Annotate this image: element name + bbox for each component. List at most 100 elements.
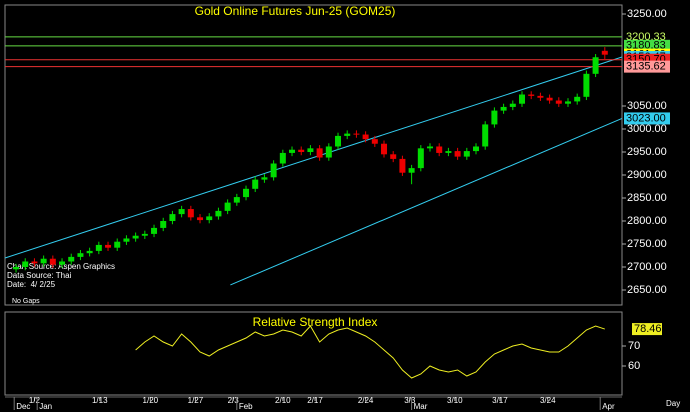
candle-body xyxy=(417,148,424,169)
candle-body xyxy=(59,261,66,265)
candle-body xyxy=(528,94,535,96)
candle-body xyxy=(261,177,268,180)
price-label-box xyxy=(624,60,670,73)
candle-body xyxy=(445,151,452,153)
candle-body xyxy=(427,146,434,149)
candle-body xyxy=(454,151,461,157)
candle-body xyxy=(362,134,369,140)
y-tick-label: 2750.00 xyxy=(627,238,667,250)
candle-body xyxy=(215,210,222,217)
month-label: Mar xyxy=(414,402,428,411)
x-tick-label: 1/27 xyxy=(188,396,204,405)
price-label: 3200.33 xyxy=(626,31,666,43)
candle-body xyxy=(574,96,581,102)
candle-body xyxy=(344,133,351,136)
candle-body xyxy=(77,253,84,257)
candle-body xyxy=(114,241,121,248)
candle-body xyxy=(270,163,277,178)
candle-body xyxy=(381,143,388,155)
month-label: Apr xyxy=(602,402,615,411)
candle-body xyxy=(252,179,259,189)
footnote: No Gaps xyxy=(12,298,40,305)
x-tick-label: 3/3 xyxy=(404,396,416,405)
candle-body xyxy=(537,95,544,98)
y-tick-label: 2800.00 xyxy=(627,215,667,227)
candle-body xyxy=(307,148,314,153)
candle-body xyxy=(555,100,562,104)
candle-body xyxy=(40,258,47,264)
candle-body xyxy=(316,148,323,158)
rsi-line xyxy=(135,325,605,379)
note: Data Source: Thai xyxy=(7,271,72,280)
y-tick-label: 2650.00 xyxy=(627,284,667,296)
x-tick-label: 1/13 xyxy=(92,396,108,405)
month-label: Dec xyxy=(16,402,30,411)
candle-body xyxy=(583,73,590,97)
candle-body xyxy=(141,233,148,236)
candle-body xyxy=(491,110,498,125)
y-tick-label: 2900.00 xyxy=(627,169,667,181)
candle-body xyxy=(408,168,415,173)
rsi-label-box xyxy=(632,323,662,336)
y-tick-label: 2850.00 xyxy=(627,192,667,204)
x-tick-label: 2/24 xyxy=(358,396,374,405)
candle-body xyxy=(436,146,443,153)
candle-body xyxy=(22,261,29,268)
candle-body xyxy=(335,135,342,147)
channel-line xyxy=(4,56,623,259)
price-panel xyxy=(4,4,623,306)
candle-body xyxy=(95,244,102,251)
price-label: 3135.62 xyxy=(626,61,666,73)
candle-body xyxy=(463,151,470,157)
y-tick-label: 60 xyxy=(628,360,640,372)
y-tick-label: 2700.00 xyxy=(627,261,667,273)
candle-body xyxy=(68,256,75,262)
x-tick-label: 1/20 xyxy=(143,396,159,405)
channel-line xyxy=(230,117,623,286)
y-tick-label: 3000.00 xyxy=(627,123,667,135)
candle-body xyxy=(86,250,93,254)
candle-body xyxy=(151,227,158,234)
candle-body xyxy=(399,158,406,173)
candle-body xyxy=(31,261,38,264)
candle-body xyxy=(123,238,130,242)
candle-body xyxy=(473,146,480,152)
candle-body xyxy=(546,97,553,101)
candle-body xyxy=(564,101,571,104)
candle-body xyxy=(243,188,250,198)
note: Chart Source: Aspen Graphics xyxy=(7,262,115,271)
candle-body xyxy=(224,202,231,211)
candle-body xyxy=(197,217,204,221)
price-label: 3023.00 xyxy=(626,112,666,124)
candle-body xyxy=(160,221,167,228)
x-tick-label: 1/2 xyxy=(29,396,41,405)
candle-body xyxy=(592,57,599,74)
rsi-panel xyxy=(4,311,623,396)
candle-body xyxy=(500,106,507,111)
candle-body xyxy=(519,94,526,104)
candle-body xyxy=(187,209,194,218)
month-label: Feb xyxy=(239,402,253,411)
x-tick-label: 3/24 xyxy=(540,396,556,405)
candle-body xyxy=(233,197,240,203)
candle-body xyxy=(390,154,397,159)
candle-body xyxy=(13,267,20,270)
candle-body xyxy=(601,50,608,55)
rsi-label: 78.46 xyxy=(634,323,662,335)
y-tick-label: 3250.00 xyxy=(627,8,667,20)
candle-body xyxy=(298,149,305,153)
candle-body xyxy=(371,139,378,144)
candle-body xyxy=(279,152,286,164)
candle-body xyxy=(178,209,185,215)
period: Day xyxy=(666,399,680,408)
candle-body xyxy=(289,149,296,153)
candle-body xyxy=(206,216,213,221)
candle-body xyxy=(105,244,112,248)
y-tick-label: 2950.00 xyxy=(627,146,667,158)
x-tick-label: 2/3 xyxy=(228,396,240,405)
price-label-box xyxy=(624,112,670,125)
note: Date: 4/ 2/25 xyxy=(7,280,56,289)
candle-body xyxy=(353,133,360,135)
